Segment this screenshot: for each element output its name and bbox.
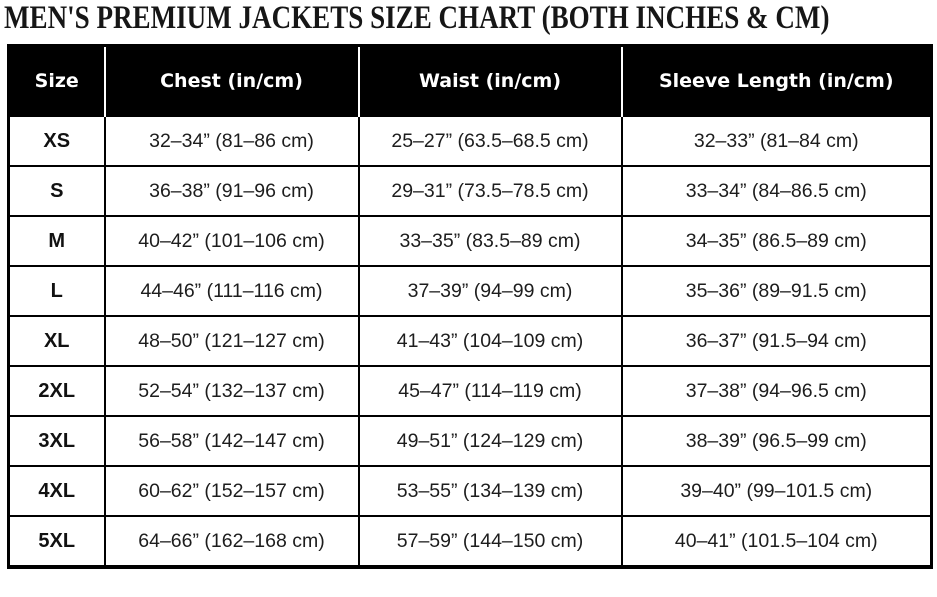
sleeve-cell: 33–34” (84–86.5 cm)	[620, 165, 933, 217]
waist-cell: 29–31” (73.5–78.5 cm)	[357, 165, 623, 217]
table-row: M 40–42” (101–106 cm) 33–35” (83.5–89 cm…	[7, 215, 933, 267]
waist-cell: 45–47” (114–119 cm)	[357, 365, 623, 417]
table-row: XS 32–34” (81–86 cm) 25–27” (63.5–68.5 c…	[7, 115, 933, 167]
waist-cell: 25–27” (63.5–68.5 cm)	[357, 115, 623, 167]
waist-cell: 49–51” (124–129 cm)	[357, 415, 623, 467]
size-cell: 2XL	[7, 365, 106, 417]
table-row: 3XL 56–58” (142–147 cm) 49–51” (124–129 …	[7, 415, 933, 467]
sleeve-cell: 34–35” (86.5–89 cm)	[620, 215, 933, 267]
size-cell: 3XL	[7, 415, 106, 467]
sleeve-cell: 36–37” (91.5–94 cm)	[620, 315, 933, 367]
size-cell: XS	[7, 115, 106, 167]
chest-cell: 32–34” (81–86 cm)	[103, 115, 360, 167]
column-header-size: Size	[8, 45, 105, 116]
size-cell: L	[7, 265, 106, 317]
waist-cell: 57–59” (144–150 cm)	[357, 515, 623, 568]
sleeve-cell: 38–39” (96.5–99 cm)	[620, 415, 933, 467]
size-cell: 5XL	[7, 515, 106, 568]
size-cell: S	[7, 165, 106, 217]
waist-cell: 41–43” (104–109 cm)	[357, 315, 623, 367]
table-row: 5XL 64–66” (162–168 cm) 57–59” (144–150 …	[7, 515, 933, 568]
size-cell: M	[7, 215, 106, 267]
table-row: 2XL 52–54” (132–137 cm) 45–47” (114–119 …	[7, 365, 933, 417]
sleeve-cell: 39–40” (99–101.5 cm)	[620, 465, 933, 517]
sleeve-cell: 35–36” (89–91.5 cm)	[620, 265, 933, 317]
column-header-waist: Waist (in/cm)	[357, 45, 622, 116]
size-chart-table: Size Chest (in/cm) Waist (in/cm) Sleeve …	[7, 44, 933, 569]
sleeve-cell: 40–41” (101.5–104 cm)	[620, 515, 933, 568]
chest-cell: 48–50” (121–127 cm)	[103, 315, 360, 367]
table-row: S 36–38” (91–96 cm) 29–31” (73.5–78.5 cm…	[7, 165, 933, 217]
table-header-row: Size Chest (in/cm) Waist (in/cm) Sleeve …	[8, 45, 932, 116]
waist-cell: 53–55” (134–139 cm)	[357, 465, 623, 517]
size-cell: 4XL	[7, 465, 106, 517]
sleeve-cell: 37–38” (94–96.5 cm)	[620, 365, 933, 417]
waist-cell: 33–35” (83.5–89 cm)	[357, 215, 623, 267]
table-row: L 44–46” (111–116 cm) 37–39” (94–99 cm) …	[7, 265, 933, 317]
chest-cell: 60–62” (152–157 cm)	[103, 465, 360, 517]
table-row: 4XL 60–62” (152–157 cm) 53–55” (134–139 …	[7, 465, 933, 517]
waist-cell: 37–39” (94–99 cm)	[357, 265, 623, 317]
chest-cell: 52–54” (132–137 cm)	[103, 365, 360, 417]
sleeve-cell: 32–33” (81–84 cm)	[620, 115, 933, 167]
table-row: XL 48–50” (121–127 cm) 41–43” (104–109 c…	[7, 315, 933, 367]
chest-cell: 40–42” (101–106 cm)	[103, 215, 360, 267]
size-cell: XL	[7, 315, 106, 367]
column-header-sleeve: Sleeve Length (in/cm)	[620, 45, 932, 116]
chest-cell: 56–58” (142–147 cm)	[103, 415, 360, 467]
column-header-chest: Chest (in/cm)	[103, 45, 359, 116]
page-title: MEN'S PREMIUM JACKETS SIZE CHART (BOTH I…	[4, 0, 830, 36]
chest-cell: 64–66” (162–168 cm)	[103, 515, 360, 568]
chest-cell: 44–46” (111–116 cm)	[103, 265, 360, 317]
chest-cell: 36–38” (91–96 cm)	[103, 165, 360, 217]
